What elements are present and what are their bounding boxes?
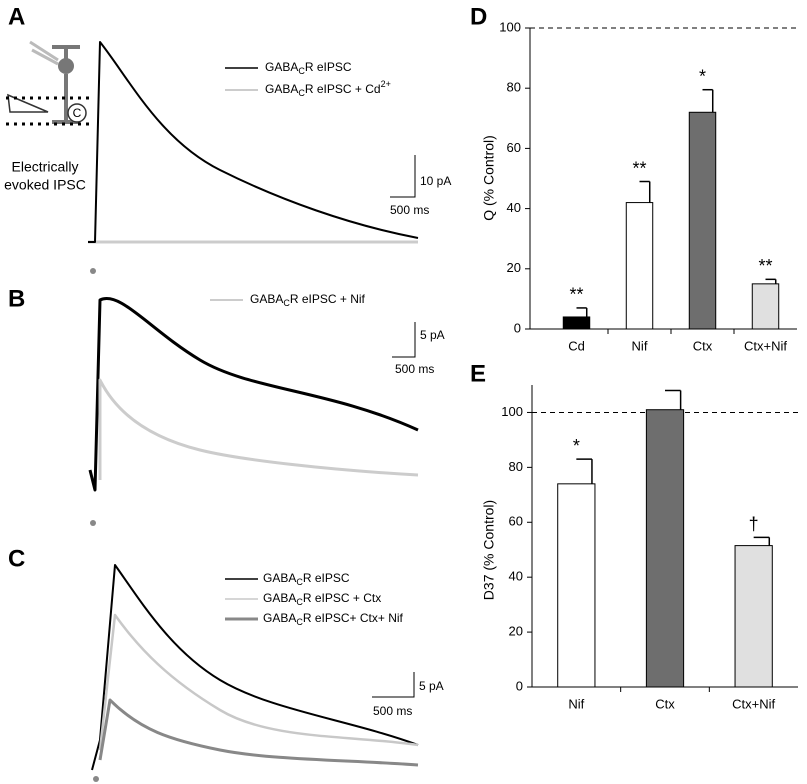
y-tick-label: 100 bbox=[499, 19, 521, 34]
bar bbox=[562, 316, 591, 330]
y-tick-label: 100 bbox=[501, 404, 523, 419]
scale-label: 500 ms bbox=[390, 203, 429, 217]
bar bbox=[688, 111, 717, 330]
x-tick-label: Ctx bbox=[655, 696, 675, 711]
panel-label: E bbox=[470, 360, 486, 387]
legend-label: GABACR eIPSC + Nif bbox=[250, 292, 366, 308]
trace bbox=[98, 613, 419, 751]
scale-label: 500 ms bbox=[395, 362, 434, 376]
legend-label: GABACR eIPSC + Ctx bbox=[263, 591, 381, 607]
annotation: † bbox=[749, 514, 759, 534]
y-tick-label: 0 bbox=[516, 678, 523, 693]
legend-label: GABACR eIPSC bbox=[263, 571, 350, 587]
stimulus-dot bbox=[93, 776, 99, 782]
scale-bar bbox=[372, 672, 415, 698]
svg-text:C: C bbox=[73, 106, 82, 120]
y-tick-label: 80 bbox=[507, 80, 521, 95]
annotation: ** bbox=[758, 256, 772, 276]
y-tick-label: 60 bbox=[507, 140, 521, 155]
stimulus-dot bbox=[90, 520, 96, 526]
scale-bar bbox=[392, 322, 416, 358]
annotation: ** bbox=[569, 285, 583, 305]
bar bbox=[645, 409, 685, 688]
legend-label: GABACR eIPSC+ Ctx+ Nif bbox=[263, 611, 404, 627]
trace bbox=[91, 564, 419, 771]
inset-cartoon: C bbox=[6, 40, 90, 126]
inset-label: evoked IPSC bbox=[4, 177, 86, 193]
scale-bar bbox=[390, 155, 416, 198]
stimulus-dot bbox=[90, 268, 96, 274]
panel-label: B bbox=[8, 285, 25, 312]
x-tick-label: Nif bbox=[632, 338, 648, 353]
y-axis-label: D37 (% Control) bbox=[481, 500, 497, 600]
annotation: ** bbox=[632, 158, 646, 178]
trace bbox=[88, 41, 419, 243]
y-tick-label: 20 bbox=[509, 624, 523, 639]
annotation: * bbox=[573, 436, 580, 456]
panel-label: A bbox=[8, 3, 25, 30]
panel-label: C bbox=[8, 545, 25, 572]
legend-label: GABACR eIPSC + Cd2+ bbox=[265, 79, 391, 98]
bar bbox=[557, 483, 596, 688]
y-tick-label: 0 bbox=[514, 320, 521, 335]
x-tick-label: Nif bbox=[568, 696, 584, 711]
scale-label: 500 ms bbox=[373, 704, 412, 718]
y-tick-label: 80 bbox=[509, 459, 523, 474]
scale-label: 10 pA bbox=[420, 174, 451, 188]
scale-label: 5 pA bbox=[419, 679, 444, 693]
trace bbox=[88, 297, 419, 492]
legend-label: GABACR eIPSC bbox=[265, 60, 352, 76]
x-tick-label: Ctx+Nif bbox=[732, 696, 775, 711]
bar bbox=[625, 202, 654, 330]
x-tick-label: Ctx+Nif bbox=[744, 338, 787, 353]
y-tick-label: 40 bbox=[507, 200, 521, 215]
x-tick-label: Ctx bbox=[693, 338, 713, 353]
inset-label: Electrically bbox=[12, 159, 79, 175]
y-axis-label: Q (% Control) bbox=[481, 135, 497, 221]
annotation: * bbox=[699, 66, 706, 86]
x-tick-label: Cd bbox=[568, 338, 585, 353]
bar bbox=[734, 545, 773, 688]
trace bbox=[98, 698, 419, 767]
scale-label: 5 pA bbox=[420, 328, 445, 342]
y-tick-label: 20 bbox=[507, 260, 521, 275]
y-tick-label: 60 bbox=[509, 514, 523, 529]
bar bbox=[751, 283, 780, 330]
trace bbox=[98, 378, 419, 480]
panel-label: D bbox=[470, 3, 487, 30]
y-tick-label: 40 bbox=[509, 569, 523, 584]
